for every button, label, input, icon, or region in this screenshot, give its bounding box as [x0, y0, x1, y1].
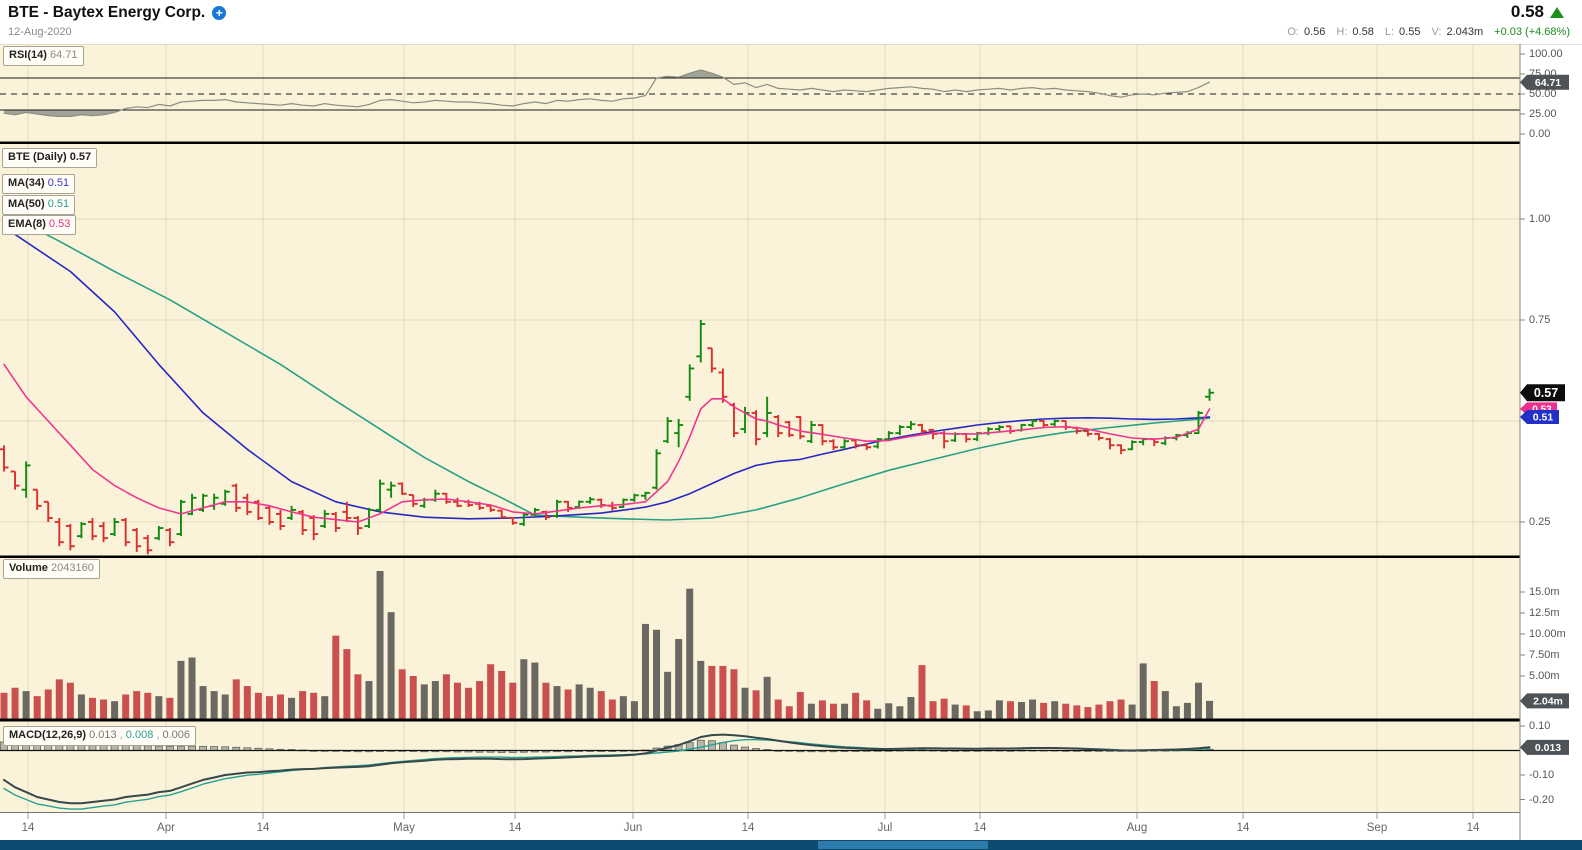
macd-axis-label[interactable]: -0.10 [1529, 769, 1555, 781]
svg-text:2.04m: 2.04m [1533, 696, 1563, 708]
horizontal-scrollbar[interactable] [0, 840, 1582, 850]
volume-legend[interactable]: Volume 2043160 [3, 559, 100, 579]
main-axis-label[interactable]: 0.75 [1529, 314, 1551, 326]
x-axis-label[interactable]: 14 [741, 822, 755, 834]
add-symbol-icon[interactable]: + [212, 6, 227, 20]
x-axis-label[interactable]: Jun [623, 822, 643, 834]
x-axis-label[interactable]: 14 [508, 822, 522, 834]
ma-badge: 0.51 [1520, 409, 1559, 424]
x-axis-label[interactable]: Jul [877, 822, 893, 834]
high-label: H: [1336, 26, 1348, 38]
volume-label: V: [1431, 26, 1442, 38]
rsi-axis-label[interactable]: 25.00 [1529, 108, 1557, 120]
macd-axis-label[interactable]: -0.20 [1529, 793, 1555, 806]
rsi-value-badge: 64.71 [1520, 74, 1569, 90]
ma34-legend[interactable]: MA(34) 0.51 [2, 174, 76, 194]
x-axis-label[interactable]: 14 [1466, 822, 1480, 834]
rsi-axis-label[interactable]: 0.00 [1529, 128, 1551, 140]
high-value: 0.58 [1352, 26, 1374, 38]
vol-axis-label[interactable]: 7.50m [1529, 649, 1560, 661]
vol-axis-label[interactable]: 12.5m [1529, 607, 1560, 619]
change-value: +0.03 (+4.68%) [1494, 26, 1570, 38]
main-axis-label[interactable]: 0.25 [1529, 516, 1551, 528]
vol-panel[interactable] [0, 558, 1520, 719]
macd-legend[interactable]: MACD(12,26,9) 0.013 , 0.008 , 0.006 [3, 726, 197, 746]
up-arrow-icon [1550, 6, 1564, 18]
macd-badge: 0.013 [1520, 739, 1569, 755]
macd-panel[interactable] [0, 721, 1520, 813]
header: BTE - Baytex Energy Corp. + 12-Aug-2020 … [0, 0, 1582, 44]
rsi-axis-label[interactable]: 75.00 [1529, 68, 1557, 80]
x-axis-label[interactable]: May [393, 822, 415, 834]
last-price-badge: 0.57 [1520, 384, 1565, 402]
chart-date: 12-Aug-2020 [8, 26, 72, 38]
volume-badge: 2.04m [1520, 693, 1569, 709]
main-panel[interactable] [0, 144, 1520, 556]
ma50-legend[interactable]: MA(50) 0.51 [2, 194, 76, 215]
x-axis-label[interactable]: Apr [157, 822, 175, 834]
vol-axis-label[interactable]: 5.00m [1529, 670, 1560, 682]
rsi-panel[interactable] [0, 44, 1520, 142]
main-axis-label[interactable]: 1.00 [1529, 213, 1551, 225]
symbol-title: BTE - Baytex Energy Corp. [8, 4, 206, 21]
volume-value: 2.043m [1446, 26, 1484, 38]
vol-axis-label[interactable]: 10.00m [1529, 628, 1566, 640]
svg-text:64.71: 64.71 [1535, 77, 1561, 89]
x-axis-label[interactable]: 14 [21, 822, 35, 834]
low-label: L: [1384, 26, 1395, 38]
open-value: 0.56 [1304, 26, 1326, 38]
x-axis-label[interactable]: Aug [1126, 822, 1148, 834]
x-axis-label[interactable]: Sep [1366, 822, 1388, 834]
svg-text:0.57: 0.57 [1534, 386, 1558, 400]
ema8-legend[interactable]: EMA(8) 0.53 [2, 214, 77, 235]
rsi-axis-label[interactable]: 100.00 [1529, 48, 1563, 60]
rsi-axis-label[interactable]: 50.00 [1529, 88, 1557, 100]
macd-axis-label[interactable]: 0.10 [1529, 720, 1551, 732]
rsi-legend[interactable]: RSI(14) 64.71 [3, 46, 84, 66]
x-axis-label[interactable]: 14 [1236, 822, 1250, 834]
scrollbar-thumb[interactable] [818, 841, 988, 849]
svg-text:0.013: 0.013 [1535, 742, 1561, 754]
ohlc-quote-line: O: 0.56 H: 0.58 L: 0.55 V: 2.043m +0.03 … [1287, 26, 1570, 38]
x-axis-label[interactable]: 14 [256, 822, 270, 834]
last-price: 0.58 [1510, 2, 1544, 21]
svg-text:0.53: 0.53 [1532, 404, 1552, 415]
price-legend[interactable]: BTE (Daily) 0.57 [2, 148, 98, 168]
x-axis-label[interactable]: 14 [973, 822, 987, 834]
vol-axis-label[interactable]: 15.0m [1529, 586, 1560, 598]
low-value: 0.55 [1399, 26, 1421, 38]
svg-text:0.51: 0.51 [1533, 412, 1554, 424]
open-label: O: [1287, 26, 1299, 38]
